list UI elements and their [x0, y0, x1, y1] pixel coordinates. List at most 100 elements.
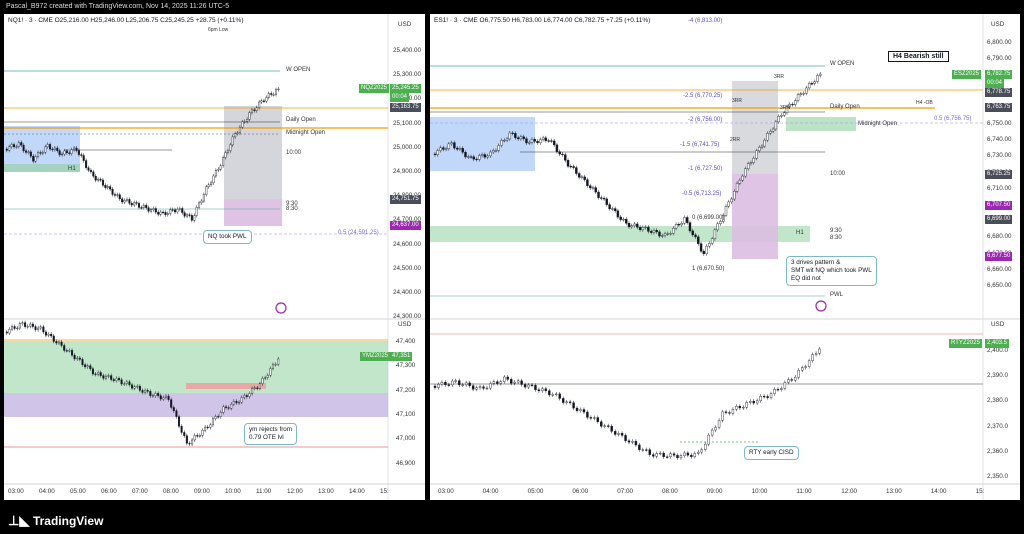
price-tick: 24,500.00 — [393, 264, 422, 272]
candle — [644, 226, 647, 229]
daily-open-label: Daily Open — [830, 104, 860, 110]
price-tick: 24,700.00 — [393, 216, 422, 224]
price-tick: 25,300.00 — [393, 71, 422, 79]
candle — [58, 150, 61, 156]
candle — [489, 383, 492, 389]
candle — [480, 154, 484, 156]
nq-price-tag: 25,245.25 — [390, 84, 421, 93]
footer: ⊥◣ TradingView — [0, 505, 1024, 534]
candle — [717, 420, 721, 428]
candle — [746, 163, 750, 169]
price-tick: 47,100 — [396, 410, 416, 418]
candle — [154, 393, 157, 396]
candle — [805, 87, 808, 94]
candle — [137, 203, 140, 208]
tradingview-logo[interactable]: ⊥◣ TradingView — [8, 513, 104, 528]
fib-level-label: -4 (6,813.00) — [688, 18, 723, 24]
candle — [159, 211, 162, 215]
candle — [260, 100, 263, 103]
candle — [705, 245, 708, 254]
price-tick: 6,660.00 — [987, 265, 1012, 273]
left-chart-panel[interactable]: NQ1! · 3 · CME O25,216.00 H25,246.00 L25… — [4, 14, 425, 500]
ym-callout[interactable]: ym rejects from 0.79 OTE lvl — [244, 423, 298, 445]
time-tick: 11:00 — [796, 488, 812, 495]
candle — [638, 444, 641, 450]
candle — [84, 364, 87, 368]
price-tick: 2,370.0 — [987, 422, 1009, 430]
candle — [721, 411, 724, 421]
candle — [680, 223, 683, 226]
candle — [21, 322, 24, 324]
candle — [214, 170, 217, 177]
candle — [572, 402, 575, 409]
candle — [522, 136, 525, 139]
candle — [649, 231, 653, 233]
candle — [128, 381, 131, 386]
candle — [53, 147, 56, 151]
time-tick: 05:00 — [527, 488, 544, 495]
candle — [807, 360, 811, 367]
candle — [589, 417, 593, 419]
candle — [146, 390, 149, 392]
candle — [489, 151, 492, 157]
candle — [56, 147, 59, 151]
candle — [558, 151, 561, 155]
candle — [97, 179, 100, 181]
candle — [436, 150, 439, 155]
candle — [241, 121, 244, 128]
time-tick: 03:00 — [438, 488, 454, 495]
nq-countdown: 00:04 — [390, 93, 410, 102]
candle — [151, 395, 154, 397]
candle — [109, 186, 112, 190]
nq-callout[interactable]: NQ took PWL — [203, 230, 252, 244]
candle — [555, 393, 558, 395]
left-chart-canvas[interactable] — [4, 14, 425, 500]
candle — [75, 147, 78, 151]
midnight-open-label: Midnight Open — [286, 130, 326, 136]
candle — [691, 230, 694, 236]
candle — [816, 75, 819, 82]
candle — [596, 417, 600, 422]
candle — [121, 198, 124, 203]
right-chart-panel[interactable]: ES1! · 3 · CME O6,775.50 H6,783.00 L6,77… — [430, 14, 1020, 500]
candle — [652, 454, 655, 457]
rty-symbol-tag: RTYZ2025 — [949, 339, 982, 348]
es-level-tag: 6,677.50 — [985, 252, 1013, 261]
candle — [172, 407, 175, 411]
candle — [277, 88, 280, 91]
candle — [145, 205, 148, 208]
right-chart-canvas[interactable] — [430, 14, 1020, 500]
candle — [758, 147, 761, 151]
candle — [111, 188, 114, 195]
currency-label: USD — [991, 21, 1005, 28]
es-callout[interactable]: 3 drives pattern & SMT wit NQ which took… — [786, 256, 877, 286]
alert-icon[interactable] — [815, 300, 827, 312]
candle — [453, 142, 456, 149]
candle — [92, 171, 95, 177]
candle — [511, 132, 514, 134]
candle — [77, 150, 80, 155]
candle — [91, 368, 94, 375]
candle — [790, 379, 794, 381]
candle — [31, 323, 34, 327]
alert-icon[interactable] — [275, 302, 287, 314]
candle — [731, 408, 735, 414]
candle — [65, 150, 68, 154]
candle — [536, 141, 539, 144]
candle — [638, 226, 642, 230]
candle — [652, 230, 656, 233]
candle — [180, 426, 183, 433]
candle — [555, 144, 559, 152]
candle — [76, 357, 79, 360]
candle — [13, 144, 16, 147]
nq-level-tag: 24,637.00 — [390, 221, 421, 230]
candle — [625, 219, 628, 224]
candle — [749, 400, 752, 403]
time-tick: 03:00 — [8, 488, 24, 495]
candle — [796, 94, 800, 101]
candle — [39, 152, 42, 154]
candle — [115, 378, 118, 381]
candle — [519, 136, 523, 140]
candle — [140, 207, 143, 209]
rty-callout[interactable]: RTY early CISD — [744, 446, 799, 460]
